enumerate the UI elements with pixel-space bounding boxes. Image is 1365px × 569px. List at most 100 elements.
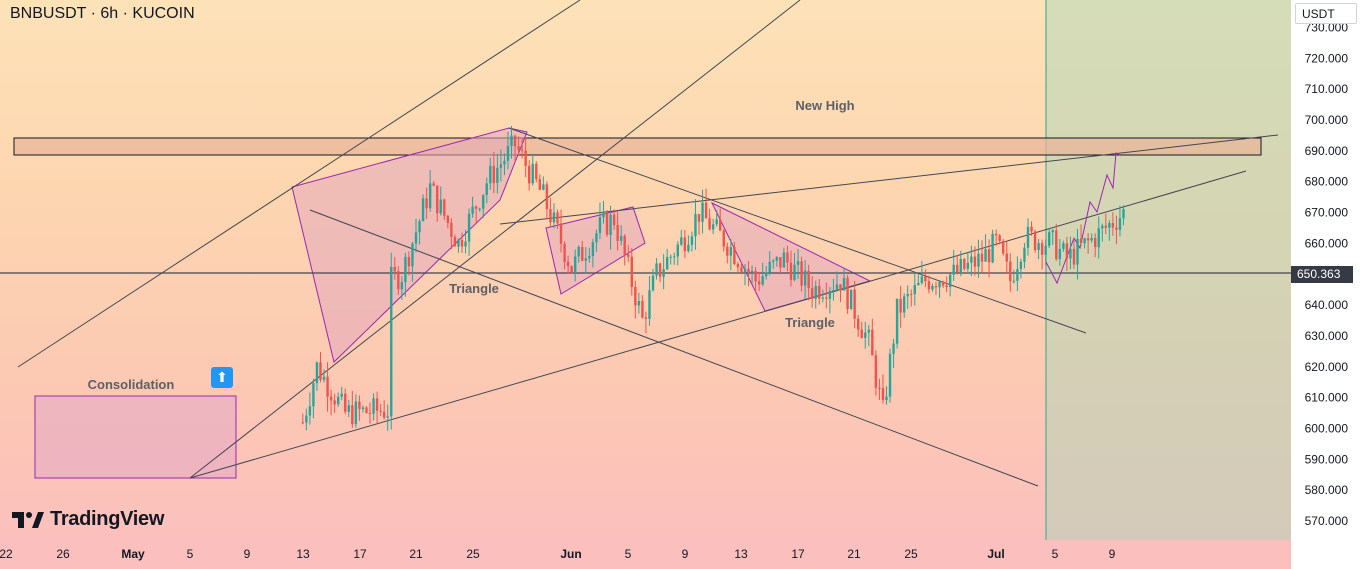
candle-body bbox=[573, 256, 577, 273]
candle-body bbox=[372, 398, 375, 414]
candle-body bbox=[945, 285, 948, 288]
candle-body bbox=[641, 301, 644, 318]
candle-body bbox=[520, 149, 524, 151]
candle-body bbox=[1002, 241, 1005, 254]
candle-body bbox=[336, 396, 340, 405]
candle-body bbox=[1069, 248, 1072, 259]
time-tick-label: May bbox=[121, 547, 145, 561]
candle-body bbox=[687, 244, 690, 252]
candle-body bbox=[998, 235, 1001, 242]
candle-body bbox=[814, 285, 817, 299]
candle-body bbox=[393, 267, 396, 272]
price-tick-label: 700.000 bbox=[1305, 113, 1349, 127]
candlestick-series bbox=[301, 125, 1125, 431]
candle-body bbox=[913, 285, 916, 295]
candle-body bbox=[627, 254, 630, 257]
candle-body bbox=[800, 261, 803, 286]
candle-body bbox=[683, 237, 687, 252]
candle-body bbox=[552, 212, 556, 223]
time-tick-label: 5 bbox=[1052, 547, 1059, 561]
candle-body bbox=[694, 213, 697, 237]
time-tick-label: 21 bbox=[409, 547, 423, 561]
time-tick-label: 9 bbox=[1109, 547, 1116, 561]
candle-body bbox=[853, 289, 856, 319]
candle-body bbox=[365, 407, 368, 413]
candle-body bbox=[528, 165, 531, 184]
candle-body bbox=[973, 256, 977, 267]
candle-body bbox=[888, 353, 892, 397]
candle-body bbox=[340, 393, 343, 397]
candle-body bbox=[1115, 227, 1118, 230]
candle-body bbox=[931, 286, 934, 290]
candle-body bbox=[315, 362, 319, 384]
trend-lines bbox=[17, 0, 1279, 487]
candle-body bbox=[782, 252, 786, 268]
candle-body bbox=[1009, 261, 1012, 282]
candle-body bbox=[796, 261, 800, 265]
forecast-zone bbox=[1046, 0, 1291, 540]
candle-body bbox=[634, 286, 637, 306]
candle-body bbox=[835, 284, 839, 290]
candle-body bbox=[390, 267, 393, 417]
candle-body bbox=[665, 257, 669, 270]
candle-body bbox=[1101, 225, 1104, 229]
symbol-title: BNBUSDT · 6h · KUCOIN bbox=[10, 5, 195, 22]
new-high-label: New High bbox=[795, 98, 854, 113]
time-tick-label: 25 bbox=[466, 547, 480, 561]
candle-body bbox=[581, 246, 584, 261]
candle-body bbox=[736, 264, 740, 268]
candle-body bbox=[1044, 245, 1047, 255]
candle-body bbox=[301, 422, 304, 424]
candle-body bbox=[535, 163, 538, 180]
up-arrow-icon[interactable]: ⬆ bbox=[211, 367, 233, 388]
candle-body bbox=[959, 258, 962, 273]
candle-body bbox=[984, 249, 987, 262]
candle-body bbox=[305, 415, 308, 423]
price-tick-label: 640.000 bbox=[1305, 298, 1349, 312]
candle-body bbox=[842, 277, 846, 291]
time-tick-label: 13 bbox=[734, 547, 748, 561]
candle-body bbox=[757, 281, 761, 285]
candle-body bbox=[418, 221, 421, 233]
candle-body bbox=[864, 332, 867, 338]
candle-body bbox=[779, 257, 782, 268]
candle-body bbox=[450, 222, 453, 237]
candle-body bbox=[807, 270, 810, 289]
candle-body bbox=[648, 290, 651, 319]
candle-body bbox=[407, 256, 411, 267]
candle-body bbox=[605, 213, 609, 235]
candle-body bbox=[379, 410, 382, 412]
candle-body bbox=[421, 198, 425, 222]
time-axis[interactable]: 22 26 May 5 9 13 17 21 25 Jun 5 9 13 17 21 25 Jul 5 9 bbox=[0, 547, 1116, 561]
candle-body bbox=[382, 411, 386, 418]
candle-body bbox=[934, 286, 938, 288]
candle-body bbox=[726, 246, 729, 256]
time-tick-label: 26 bbox=[56, 547, 70, 561]
candle-body bbox=[1072, 248, 1076, 265]
currency-selector[interactable]: USDT bbox=[1295, 3, 1357, 24]
candle-body bbox=[428, 183, 432, 209]
time-tick-label: Jul bbox=[987, 547, 1004, 561]
candle-body bbox=[1055, 230, 1058, 260]
candle-body bbox=[818, 285, 821, 299]
price-tick-label: 610.000 bbox=[1305, 391, 1349, 405]
candle-body bbox=[531, 163, 534, 184]
candle-body bbox=[658, 263, 662, 277]
candle-body bbox=[1090, 237, 1093, 241]
candle-body bbox=[602, 213, 605, 218]
candle-body bbox=[1023, 247, 1026, 262]
candle-body bbox=[344, 393, 347, 412]
candle-body bbox=[637, 301, 641, 306]
candle-body bbox=[651, 275, 655, 291]
candle-body bbox=[566, 261, 570, 267]
time-tick-label: 13 bbox=[296, 547, 310, 561]
candle-body bbox=[832, 289, 835, 291]
candle-body bbox=[584, 258, 587, 261]
candle-body bbox=[673, 256, 676, 258]
time-tick-label: 21 bbox=[847, 547, 861, 561]
candle-body bbox=[322, 376, 326, 380]
candle-body bbox=[1086, 238, 1090, 241]
candle-body bbox=[1030, 226, 1033, 232]
candle-body bbox=[510, 135, 513, 146]
